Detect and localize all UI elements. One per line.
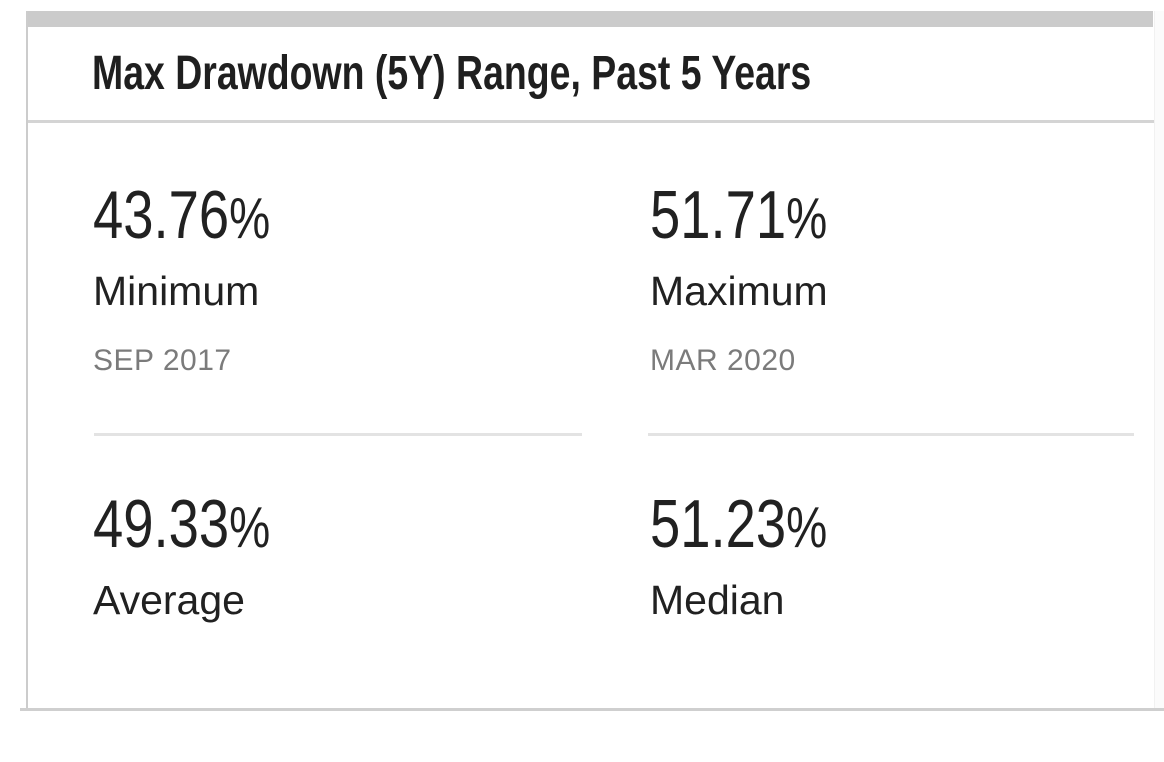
stat-median-label: Median — [650, 577, 785, 623]
stat-maximum-number: 51.71 — [650, 177, 787, 253]
stat-maximum-date: MAR 2020 — [650, 344, 796, 377]
column-divider — [648, 433, 1134, 436]
stat-median-number: 51.23 — [650, 486, 787, 562]
stat-median-value: 51.23% — [650, 490, 1053, 558]
stat-maximum-label: Maximum — [650, 268, 828, 314]
stat-average-number: 49.33 — [93, 486, 230, 562]
stat-minimum-value: 43.76% — [93, 181, 539, 249]
stat-minimum-label: Minimum — [93, 268, 260, 314]
percent-sign: % — [786, 496, 828, 560]
stat-average: 49.33% Average — [93, 490, 650, 621]
card-bottom-border — [20, 708, 1164, 711]
max-drawdown-range-card: Max Drawdown (5Y) Range, Past 5 Years 43… — [26, 11, 1154, 710]
percent-sign: % — [229, 187, 271, 251]
stat-minimum-number: 43.76 — [93, 177, 230, 253]
stat-average-label: Average — [93, 577, 245, 623]
section-divider-bar — [28, 11, 1153, 27]
stat-minimum-date: SEP 2017 — [93, 344, 232, 377]
stat-median: 51.23% Median — [650, 490, 1154, 621]
stat-minimum: 43.76% Minimum SEP 2017 — [93, 181, 650, 376]
card-body: 43.76% Minimum SEP 2017 51.71% Maximum M… — [28, 123, 1154, 621]
scrollbar-track[interactable] — [1154, 11, 1164, 710]
stat-maximum-value: 51.71% — [650, 181, 1053, 249]
percent-sign: % — [229, 496, 271, 560]
stat-maximum: 51.71% Maximum MAR 2020 — [650, 181, 1154, 376]
card-header: Max Drawdown (5Y) Range, Past 5 Years — [28, 27, 1154, 123]
percent-sign: % — [786, 187, 828, 251]
stat-average-value: 49.33% — [93, 490, 539, 558]
column-divider — [94, 433, 582, 436]
card-title: Max Drawdown (5Y) Range, Past 5 Years — [92, 47, 812, 100]
